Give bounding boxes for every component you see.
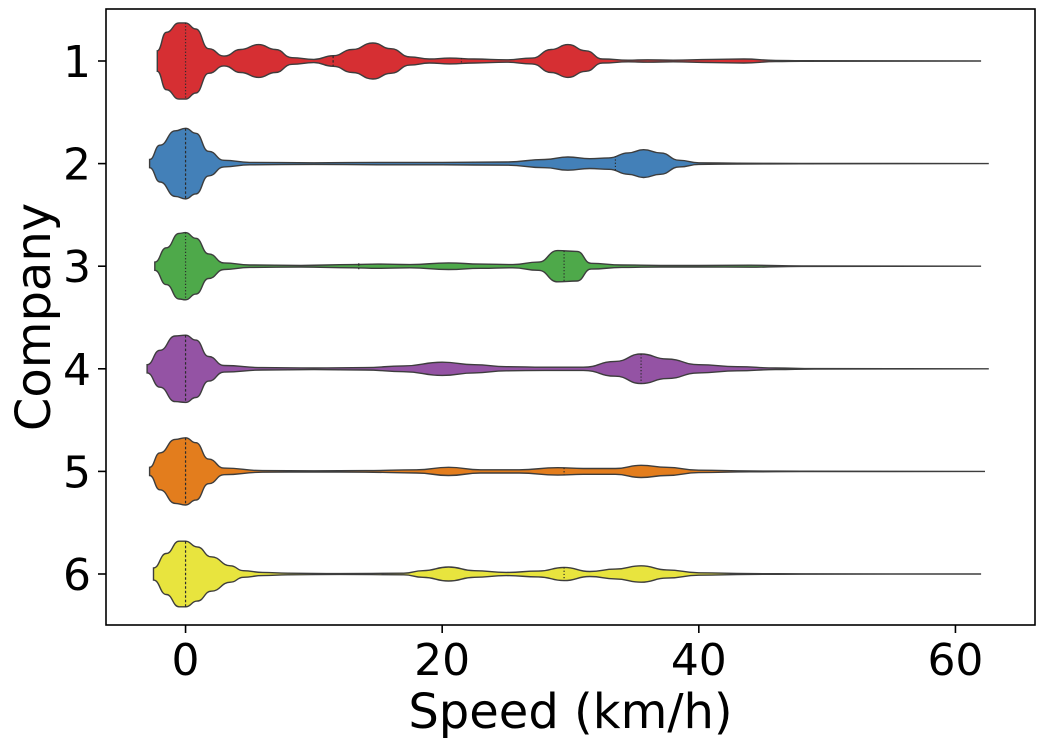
violin-company-1 xyxy=(156,22,982,100)
y-tick-label: 2 xyxy=(63,140,91,191)
y-tick-label: 6 xyxy=(63,550,91,601)
violin-company-2 xyxy=(148,127,990,200)
violin-body-4 xyxy=(146,334,990,404)
y-tick-label: 1 xyxy=(63,37,91,88)
x-axis-title: Speed (km/h) xyxy=(408,684,732,740)
x-tick-label: 40 xyxy=(671,635,727,686)
violin-body-5 xyxy=(148,437,986,506)
violin-body-3 xyxy=(154,231,982,301)
y-tick-label: 5 xyxy=(63,447,91,498)
violin-body-1 xyxy=(156,22,982,100)
y-axis-title: Company xyxy=(6,203,62,431)
violin-body-6 xyxy=(152,540,982,608)
plot-frame xyxy=(105,8,1036,626)
violin-layer xyxy=(146,22,990,608)
violin-body-2 xyxy=(148,127,990,200)
y-tick-label: 4 xyxy=(63,345,91,396)
violin-company-3 xyxy=(154,231,982,301)
x-axis: 0 20 40 60 xyxy=(172,625,983,686)
y-axis: 1 2 3 4 5 6 xyxy=(63,37,106,601)
x-tick-label: 0 xyxy=(172,635,200,686)
violin-company-4 xyxy=(146,334,990,404)
violin-company-5 xyxy=(148,437,986,506)
x-tick-label: 20 xyxy=(414,635,470,686)
violin-company-6 xyxy=(152,540,982,608)
x-tick-label: 60 xyxy=(927,635,983,686)
y-tick-label: 3 xyxy=(63,242,91,293)
